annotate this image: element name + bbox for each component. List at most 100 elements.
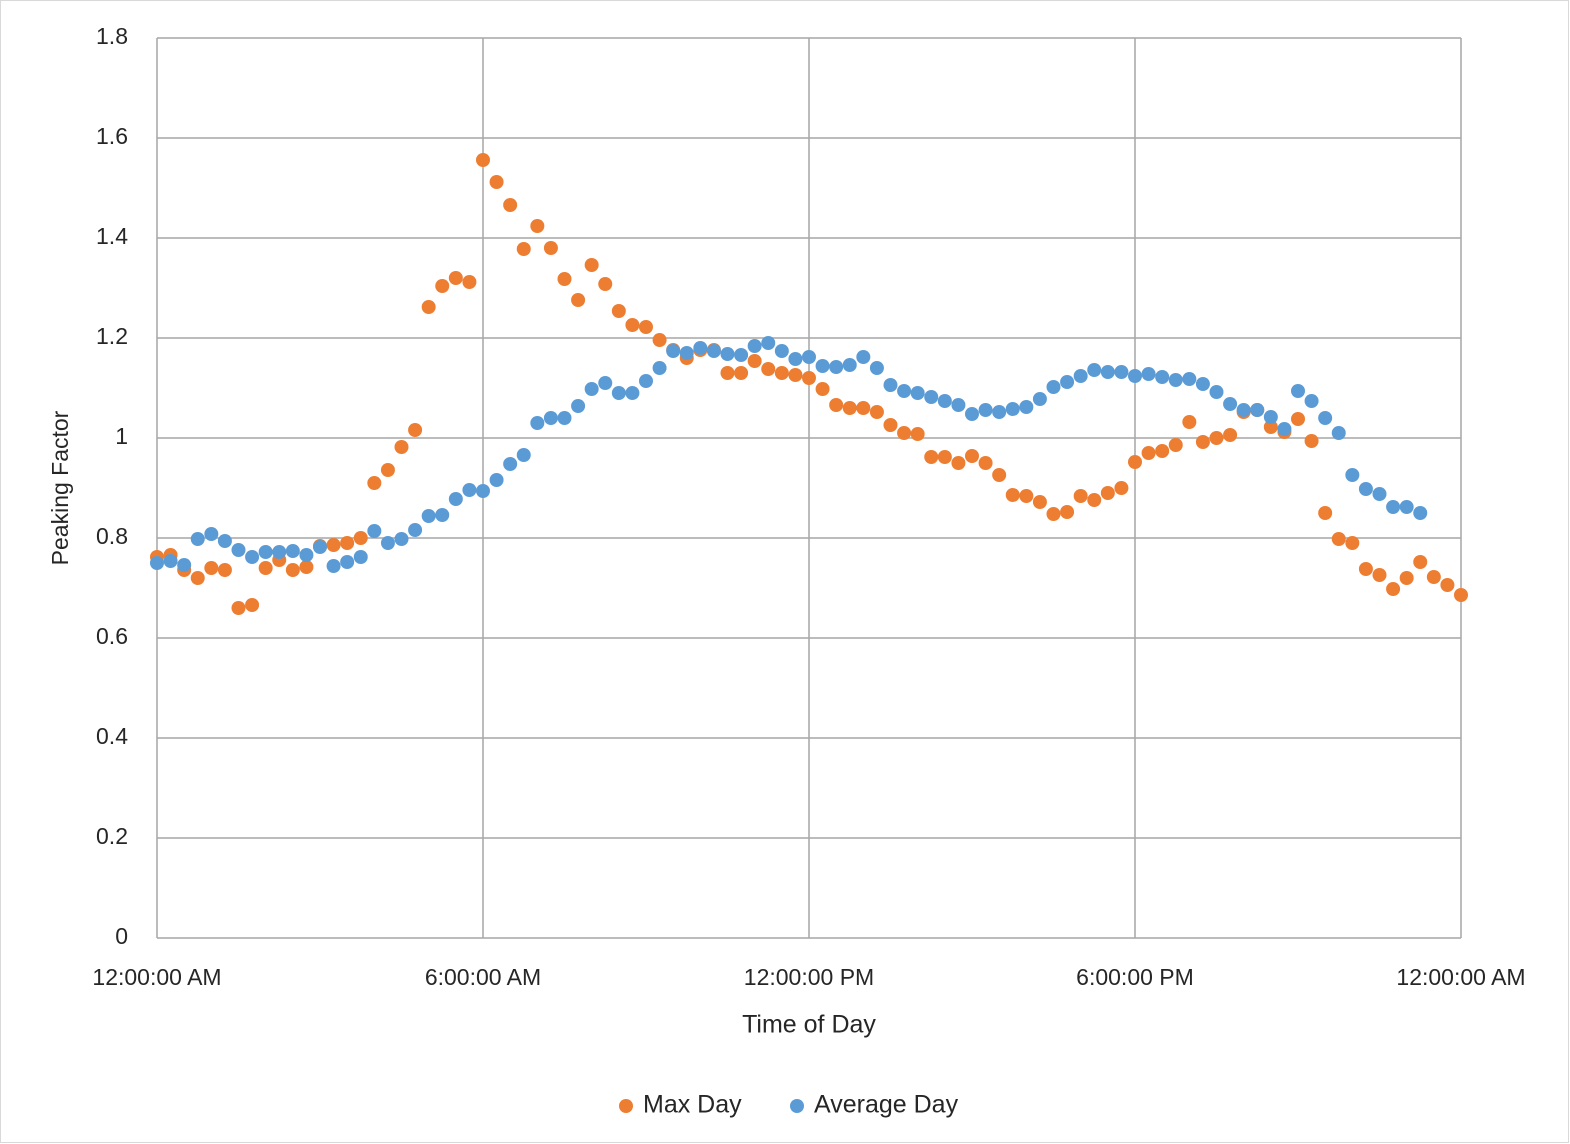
legend-label: Max Day [643,1091,742,1119]
point [897,426,912,440]
point [204,561,219,575]
point [326,538,341,552]
point [1440,578,1455,592]
point [897,384,912,398]
point [937,394,952,408]
point [1399,500,1414,514]
point [1073,369,1088,383]
point [625,318,640,332]
point [1128,455,1142,469]
point [666,344,681,358]
point [408,423,423,437]
point [516,242,531,256]
point [652,361,667,375]
y-tick-label: 1.8 [96,23,128,49]
point [965,449,979,463]
point [503,198,518,212]
point [571,399,586,413]
point [245,598,260,612]
point [421,509,436,523]
point [190,571,205,585]
point [639,374,653,388]
point [829,360,844,374]
point [340,536,355,550]
point [611,386,626,400]
point [1155,370,1170,384]
point [421,300,436,314]
point [516,448,531,462]
point [1005,488,1020,502]
point [1168,438,1183,452]
point [978,456,993,470]
point [489,175,504,189]
point [1386,582,1401,596]
point [1372,568,1387,582]
point [1032,392,1047,406]
point [937,450,952,464]
point [1304,394,1319,408]
point [231,601,246,615]
point [829,398,844,412]
point [543,411,558,425]
point [652,333,667,347]
point [571,293,586,307]
point [883,418,898,432]
point [1277,422,1292,436]
point [978,403,993,417]
point [448,271,463,285]
point [503,457,518,471]
point [394,440,409,454]
point [584,258,599,272]
point [150,556,164,570]
point [1060,375,1075,389]
point [204,527,219,541]
point [693,341,708,355]
point [1046,507,1061,521]
point [1182,372,1197,386]
point [720,366,735,380]
point [299,560,314,574]
point [815,382,830,396]
point [1141,367,1156,381]
point [1155,444,1170,458]
point [394,532,409,546]
point [435,279,450,293]
point [285,544,300,558]
point [598,277,613,291]
point [1250,403,1265,417]
point [992,405,1007,419]
y-tick-label: 0.8 [96,523,128,549]
point [679,346,694,360]
point [747,339,762,353]
x-tick-label: 6:00:00 PM [1076,964,1194,990]
point [1046,380,1061,394]
point [788,352,803,366]
y-tick-label: 1 [115,423,128,449]
point [299,548,314,562]
point [353,531,368,545]
point [924,450,939,464]
point [245,550,260,564]
point [380,536,395,550]
point [720,347,735,361]
y-tick-label: 0.6 [96,623,128,649]
point [1372,487,1387,501]
y-tick-label: 1.4 [96,223,128,249]
x-tick-label: 6:00:00 AM [425,964,541,990]
point [462,483,477,497]
point [734,366,749,380]
point [1141,446,1156,460]
point [910,427,925,441]
point [1399,571,1414,585]
point [1182,415,1197,429]
point [1331,532,1346,546]
point [489,473,504,487]
point [313,540,327,554]
point [706,344,721,358]
point [992,468,1007,482]
point [1413,555,1428,569]
point [869,361,884,375]
point [965,407,979,421]
point [1291,412,1305,426]
point [883,378,898,392]
